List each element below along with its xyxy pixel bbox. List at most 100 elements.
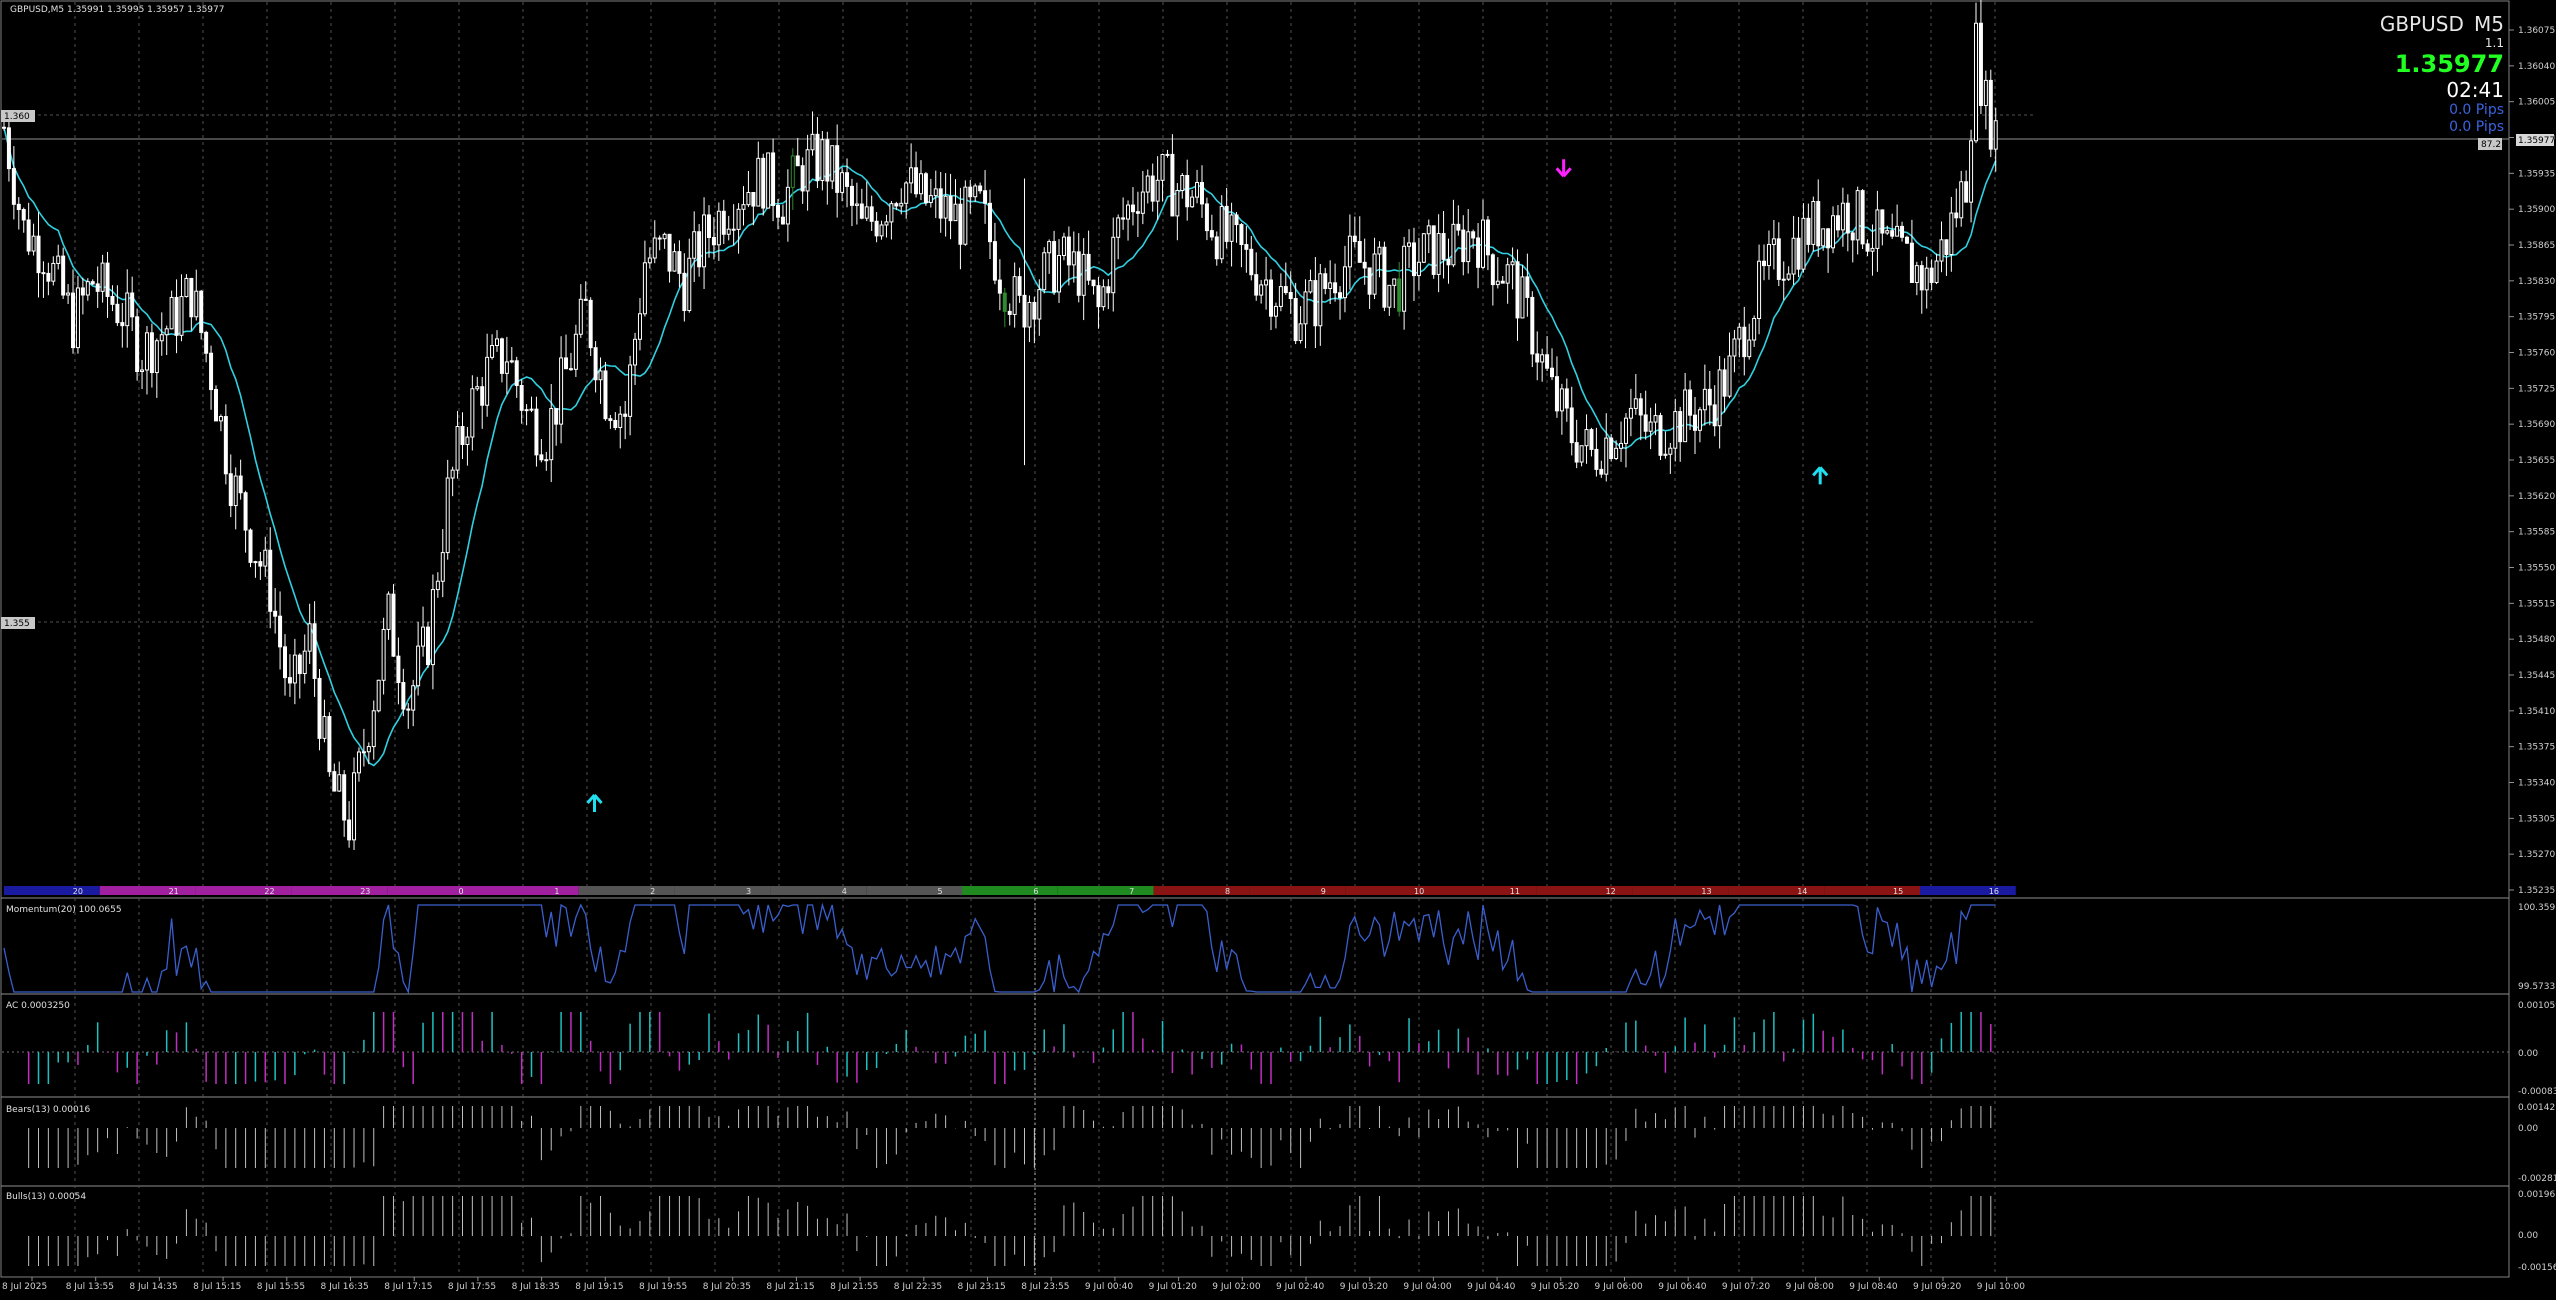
candle-body <box>421 626 426 647</box>
price-tick-label: 1.35620 <box>2518 492 2555 502</box>
candle-body <box>973 185 978 198</box>
candle-body <box>386 593 391 630</box>
candle-body <box>1407 242 1412 247</box>
candle-body <box>766 152 771 209</box>
candle-body <box>1500 280 1505 284</box>
candle-body <box>1801 217 1806 270</box>
candle-body <box>1781 278 1786 281</box>
candle-body <box>1569 407 1574 444</box>
candle-body <box>307 623 312 652</box>
candle-body <box>278 615 283 648</box>
time-label: 9 Jul 03:20 <box>1340 1282 1389 1292</box>
price-tick-label: 1.35900 <box>2518 205 2555 215</box>
candle-body <box>371 710 376 748</box>
candle-body <box>1944 239 1949 256</box>
candle-body <box>1456 223 1461 231</box>
candle-body <box>401 682 406 710</box>
hour-label: 21 <box>169 887 179 896</box>
candle-body <box>1269 279 1274 317</box>
candle-body <box>1165 153 1170 156</box>
candle-body <box>1692 414 1697 431</box>
candle-body <box>1229 214 1234 242</box>
candle-body <box>1338 292 1343 299</box>
info-spread: 1.1 <box>2484 36 2504 50</box>
candle-body <box>149 332 154 374</box>
hour-segment <box>195 886 292 895</box>
time-label: 9 Jul 10:00 <box>1977 1282 2026 1292</box>
hour-segment <box>962 886 1058 895</box>
price-axis: 1.360751.360401.360051.359701.359351.359… <box>2509 26 2555 896</box>
candle-body <box>425 626 430 666</box>
candle-body <box>534 408 539 456</box>
hour-label: 1 <box>554 887 559 896</box>
candle-body <box>1850 232 1855 241</box>
candle-body <box>859 203 864 219</box>
price-tick-label: 1.35410 <box>2518 707 2555 717</box>
candle-body <box>376 679 381 712</box>
candle-body <box>938 188 943 219</box>
current-price-tag <box>2516 134 2554 146</box>
candle-body <box>1668 447 1673 455</box>
info-timeframe: M5 <box>2474 12 2504 36</box>
candle-body <box>642 262 647 315</box>
candle-body <box>652 237 657 259</box>
candle-body <box>1796 237 1801 270</box>
candle-body <box>899 202 904 207</box>
momentum-line <box>3 902 1996 995</box>
candle-body <box>943 195 948 219</box>
candle-body <box>509 360 514 363</box>
hour-label: 13 <box>1701 887 1711 896</box>
candle-body <box>539 454 544 461</box>
candle-body <box>95 283 100 292</box>
candle-body <box>1623 417 1628 444</box>
candle-body <box>273 610 278 617</box>
candle-body <box>1811 201 1816 245</box>
candle-body <box>825 139 830 182</box>
candle-body <box>1840 202 1845 231</box>
bulls-zero: 0.00 <box>2518 1231 2538 1241</box>
candle-body <box>1239 224 1244 246</box>
candle-body <box>1993 120 1998 150</box>
candle-body <box>337 774 342 792</box>
candle-body <box>1924 267 1929 291</box>
candle-body <box>287 677 292 684</box>
hour-label: 10 <box>1414 887 1424 896</box>
candle-body <box>1451 223 1456 266</box>
candle-body <box>1086 253 1091 281</box>
candle-body <box>1293 298 1298 342</box>
candle-body <box>657 237 662 240</box>
candle-body <box>1752 317 1757 341</box>
info-pips-2: 0.0 Pips <box>2449 119 2504 135</box>
candle-body <box>1195 182 1200 198</box>
candle-body <box>11 168 16 205</box>
signal-arrows <box>586 159 1829 812</box>
time-label: 8 Jul 22:35 <box>894 1282 942 1292</box>
candle-body <box>1648 421 1653 432</box>
price-tick-label: 1.35550 <box>2518 564 2555 574</box>
candle-body <box>1101 286 1106 308</box>
candle-body <box>1831 215 1836 249</box>
candle-body <box>248 529 253 563</box>
candle-body <box>1367 267 1372 295</box>
candle-body <box>1594 448 1599 470</box>
hour-segment <box>674 886 771 895</box>
candle-body <box>1411 242 1416 277</box>
candle-body <box>46 272 51 282</box>
candle-body <box>1347 235 1352 268</box>
candle-body <box>1328 282 1333 289</box>
candle-body <box>1564 388 1569 409</box>
candle-body <box>988 202 992 243</box>
candle-body <box>1313 280 1318 327</box>
candle-body <box>51 262 56 282</box>
time-label: 9 Jul 08:40 <box>1849 1282 1898 1292</box>
candle-body <box>1081 253 1086 296</box>
hour-label: 22 <box>264 887 274 896</box>
candle-body <box>347 819 352 841</box>
candle-body <box>1190 196 1195 208</box>
candle-body <box>830 145 835 182</box>
candle-body <box>159 334 164 342</box>
candle-body <box>504 361 509 374</box>
candle-body <box>849 185 854 206</box>
